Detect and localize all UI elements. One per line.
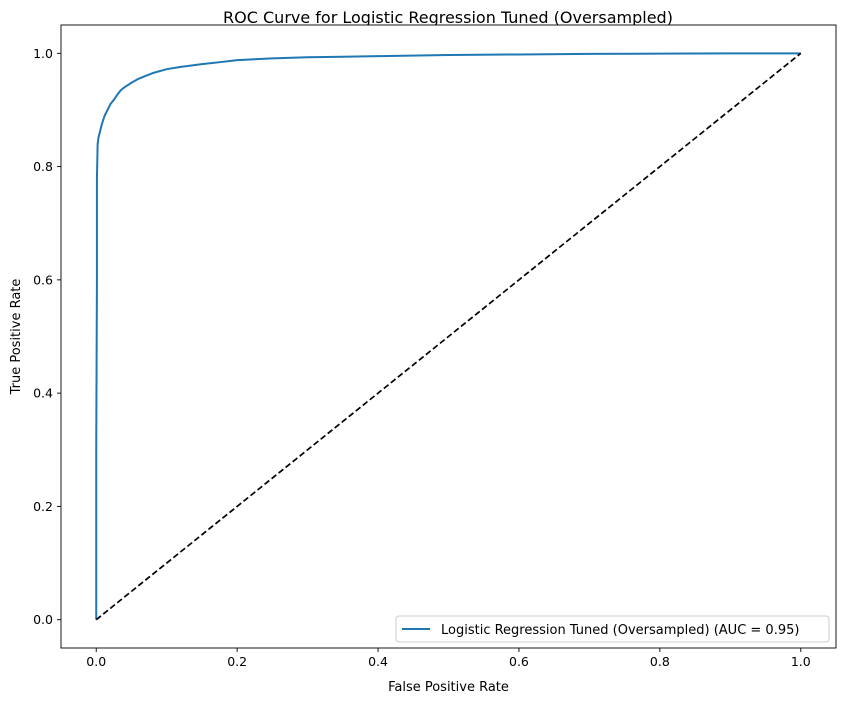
y-tick-label: 0.2 — [33, 499, 53, 514]
chart-title: ROC Curve for Logistic Regression Tuned … — [223, 8, 673, 27]
y-axis-label: True Positive Rate — [9, 279, 24, 396]
y-tick-label: 0.8 — [33, 159, 53, 174]
x-tick-label: 0.8 — [650, 654, 670, 669]
legend-entry-label: Logistic Regression Tuned (Oversampled) … — [441, 623, 799, 638]
x-axis-ticks: 0.0 0.2 0.4 0.6 0.8 1.0 — [86, 648, 811, 669]
y-tick-label: 0.0 — [33, 612, 53, 627]
y-axis-ticks: 0.0 0.2 0.4 0.6 0.8 1.0 — [33, 46, 61, 627]
y-tick-label: 1.0 — [33, 46, 53, 61]
x-tick-label: 0.4 — [368, 654, 388, 669]
roc-curve-line — [95, 52, 801, 620]
x-tick-label: 0.2 — [227, 654, 247, 669]
plot-frame — [60, 24, 837, 649]
x-axis-label: False Positive Rate — [388, 680, 509, 695]
x-tick-label: 1.0 — [791, 654, 811, 669]
y-tick-label: 0.6 — [33, 272, 53, 287]
chance-diagonal-line — [95, 52, 802, 621]
legend: Logistic Regression Tuned (Oversampled) … — [395, 615, 830, 643]
y-tick-label: 0.4 — [33, 386, 53, 401]
x-tick-label: 0.0 — [86, 654, 106, 669]
x-tick-label: 0.6 — [509, 654, 529, 669]
series-layer — [95, 52, 802, 621]
legend-box — [395, 615, 830, 643]
